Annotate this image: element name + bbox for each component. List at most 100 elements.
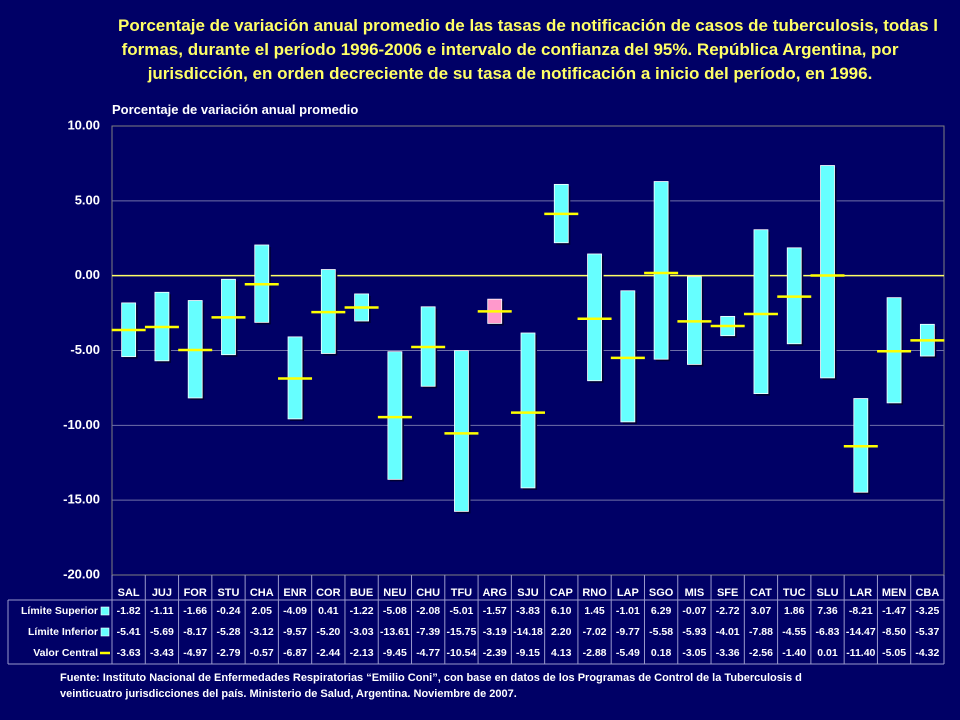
range-bar — [520, 332, 536, 489]
data-label: -4.55 — [782, 626, 806, 638]
data-label: -5.93 — [682, 626, 706, 638]
x-tick-label: SJU — [517, 587, 538, 599]
data-label: 0.41 — [318, 605, 339, 617]
data-label: -10.54 — [447, 647, 477, 659]
legend-swatch — [100, 606, 110, 616]
data-label: -3.05 — [682, 647, 706, 659]
data-label: -2.39 — [483, 647, 507, 659]
data-label: 1.45 — [584, 605, 605, 617]
data-label: -5.69 — [150, 626, 174, 638]
data-label: 4.13 — [551, 647, 572, 659]
data-label: -2.72 — [716, 605, 740, 617]
y-tick-label: 0.00 — [75, 267, 100, 282]
data-label: 0.18 — [651, 647, 672, 659]
data-label: -2.08 — [416, 605, 440, 617]
data-label: 3.07 — [751, 605, 772, 617]
data-label: -5.41 — [117, 626, 141, 638]
chart-title-line-2: formas, durante el período 1996-2006 e i… — [121, 40, 899, 59]
data-label: -5.08 — [383, 605, 407, 617]
x-tick-label: CHU — [416, 587, 440, 599]
source-note: Fuente: Instituto Nacional de Enfermedad… — [60, 670, 960, 702]
data-label: -1.22 — [350, 605, 374, 617]
legend-label: Valor Central — [33, 647, 98, 659]
data-label: -3.25 — [915, 605, 939, 617]
data-label: -1.40 — [782, 647, 806, 659]
x-tick-label: CHA — [250, 587, 274, 599]
x-tick-label: FOR — [184, 587, 207, 599]
data-label: -13.61 — [380, 626, 410, 638]
data-label: -8.21 — [849, 605, 873, 617]
data-label: -5.58 — [649, 626, 673, 638]
data-label: -14.47 — [846, 626, 876, 638]
data-label: -2.79 — [217, 647, 241, 659]
range-bar — [587, 253, 602, 382]
data-label: -0.07 — [682, 605, 706, 617]
data-label: -0.57 — [250, 647, 274, 659]
x-tick-label: BUE — [350, 587, 373, 599]
data-label: -7.88 — [749, 626, 773, 638]
data-label: -4.77 — [416, 647, 440, 659]
range-bar — [454, 350, 469, 512]
y-axis-label: Porcentaje de variación anual promedio — [112, 102, 359, 117]
range-bar — [387, 351, 403, 480]
data-label: -5.05 — [882, 647, 906, 659]
x-tick-label: SLU — [817, 587, 839, 599]
x-tick-label: ENR — [283, 587, 306, 599]
x-tick-label: CAT — [750, 587, 772, 599]
range-bar — [653, 181, 669, 360]
data-label: -3.36 — [716, 647, 740, 659]
x-tick-label: SGO — [649, 587, 674, 599]
x-tick-label: LAR — [849, 587, 872, 599]
x-tick-label: SAL — [118, 587, 140, 599]
data-label: -1.01 — [616, 605, 640, 617]
data-label: -3.83 — [516, 605, 540, 617]
y-tick-label: -20.00 — [63, 566, 100, 581]
data-label: -7.02 — [583, 626, 607, 638]
data-label: -3.43 — [150, 647, 174, 659]
legend-label: Límite Inferior — [28, 626, 98, 638]
x-tick-label: CBA — [915, 587, 939, 599]
x-tick-label: NEU — [383, 587, 406, 599]
data-label: -8.50 — [882, 626, 906, 638]
data-label: -1.57 — [483, 605, 507, 617]
data-label: 1.86 — [784, 605, 805, 617]
range-bar — [620, 290, 636, 423]
chart-title: Porcentaje de variación anual promedio d… — [60, 14, 960, 86]
chart-title-line-1: Porcentaje de variación anual promedio d… — [118, 16, 939, 35]
x-tick-label: JUJ — [152, 587, 172, 599]
data-label: -3.19 — [483, 626, 507, 638]
x-tick-label: RNO — [582, 587, 607, 599]
data-label: 0.01 — [817, 647, 838, 659]
x-tick-label: STU — [217, 587, 239, 599]
data-label: -9.15 — [516, 647, 540, 659]
y-tick-label: 10.00 — [67, 117, 100, 132]
legend-swatch — [100, 627, 110, 637]
data-label: -3.12 — [250, 626, 274, 638]
data-label: -5.37 — [915, 626, 939, 638]
data-label: -6.87 — [283, 647, 307, 659]
x-tick-label: CAP — [550, 587, 573, 599]
data-label: -2.88 — [583, 647, 607, 659]
data-label: -5.49 — [616, 647, 640, 659]
chart-title-line-3: jurisdicción, en orden decreciente de su… — [147, 64, 873, 83]
data-label: -3.03 — [350, 626, 374, 638]
data-label: -7.39 — [416, 626, 440, 638]
data-label: -4.01 — [716, 626, 740, 638]
y-tick-label: -5.00 — [70, 342, 100, 357]
source-line-2: veinticuatro jurisdicciones del país. Mi… — [60, 688, 517, 700]
data-label: -15.75 — [447, 626, 477, 638]
data-label: -1.66 — [183, 605, 207, 617]
y-tick-label: 5.00 — [75, 192, 100, 207]
data-label: -5.01 — [449, 605, 473, 617]
data-label: -4.32 — [915, 647, 939, 659]
data-label: -1.82 — [117, 605, 141, 617]
data-label: 2.20 — [551, 626, 572, 638]
data-label: -2.44 — [316, 647, 340, 659]
data-label: -6.83 — [816, 626, 840, 638]
x-tick-label: TFU — [451, 587, 472, 599]
data-label: -0.24 — [217, 605, 241, 617]
data-label: -9.45 — [383, 647, 407, 659]
x-tick-label: MIS — [685, 587, 705, 599]
data-label: -4.09 — [283, 605, 307, 617]
data-label: -5.28 — [217, 626, 241, 638]
